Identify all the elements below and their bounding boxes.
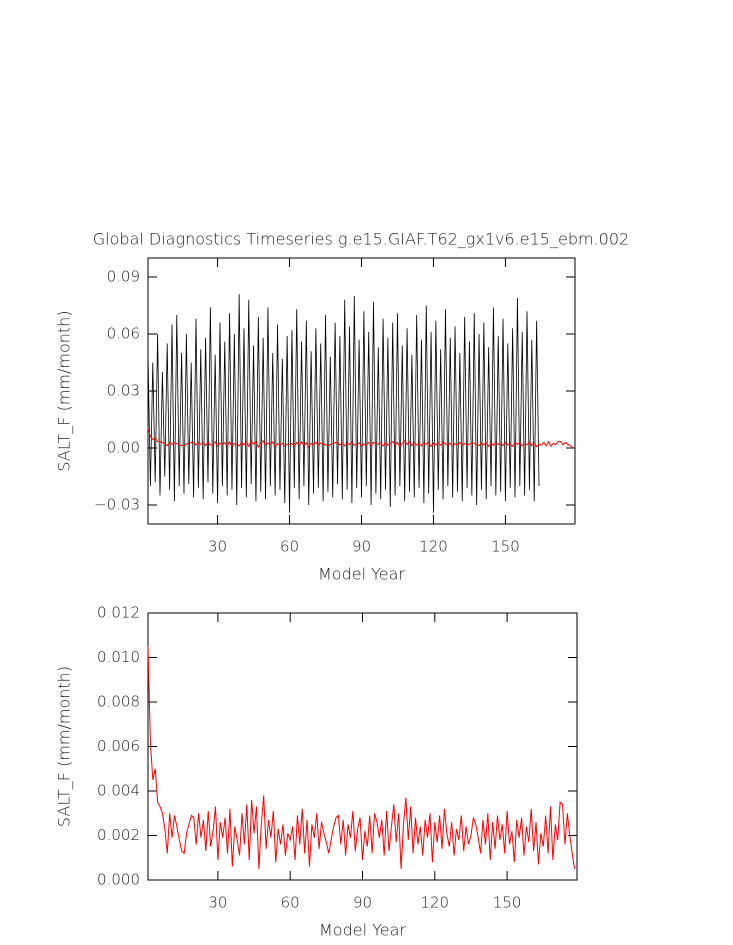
y-tick-label: 0.09 — [107, 268, 140, 286]
x-tick-label: 150 — [491, 538, 520, 556]
x-tick-label: 60 — [281, 894, 300, 912]
x-tick-label: 60 — [280, 538, 299, 556]
y-axis-label: SALT_F (mm/month) — [55, 310, 74, 471]
x-tick-label: 120 — [420, 894, 449, 912]
series-line — [147, 646, 576, 869]
y-tick-label: 0.03 — [107, 382, 140, 400]
chart-title: Global Diagnostics Timeseries g.e15.GIAF… — [93, 230, 629, 249]
x-axis-label: Model Year — [318, 565, 405, 584]
y-tick-label: −0.03 — [94, 496, 140, 514]
x-axis-label: Model Year — [319, 921, 406, 940]
y-tick-label: 0.004 — [97, 782, 140, 800]
series-line — [147, 294, 540, 513]
y-tick-label: 0.008 — [97, 693, 140, 711]
y-tick-label: 0.00 — [107, 439, 140, 457]
x-tick-label: 30 — [208, 538, 227, 556]
x-tick-label: 120 — [419, 538, 448, 556]
y-tick-label: 0.010 — [97, 648, 140, 666]
x-tick-label: 150 — [493, 894, 522, 912]
x-tick-label: 30 — [208, 894, 227, 912]
y-tick-label: 0.006 — [97, 737, 140, 755]
x-tick-label: 90 — [353, 894, 372, 912]
series-line — [147, 427, 573, 449]
y-tick-label: 0.002 — [97, 826, 140, 844]
x-tick-label: 90 — [352, 538, 371, 556]
y-tick-label: 0.012 — [97, 604, 140, 622]
y-tick-label: 0.000 — [97, 871, 140, 889]
y-tick-label: 0.06 — [107, 325, 140, 343]
y-axis-label: SALT_F (mm/month) — [55, 666, 74, 827]
